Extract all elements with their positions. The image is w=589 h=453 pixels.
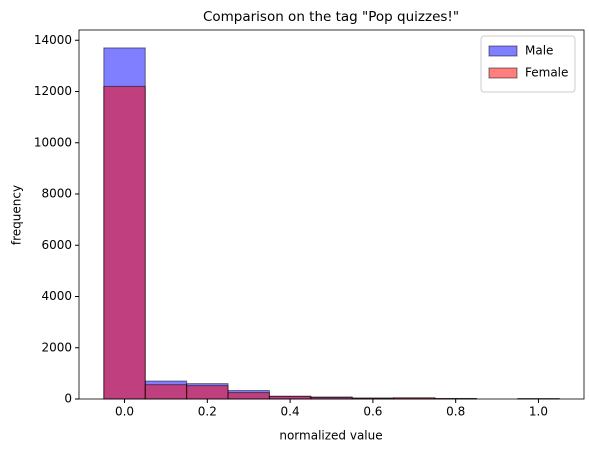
x-tick-label: 0.6 [363,405,382,419]
y-tick-label: 10000 [34,135,72,149]
y-tick-label: 8000 [41,187,72,201]
x-tick-label: 1.0 [529,405,548,419]
y-tick-label: 2000 [41,340,72,354]
y-tick-label: 4000 [41,289,72,303]
legend-swatch [488,67,518,79]
x-tick-label: 0.4 [281,405,300,419]
legend-label: Female [525,66,568,80]
legend-label: Male [525,44,553,58]
y-tick-label: 6000 [41,238,72,252]
legend-swatch [488,45,518,57]
x-axis-label: normalized value [279,429,382,443]
y-tick-label: 0 [64,392,72,406]
x-tick-label: 0.8 [446,405,465,419]
chart-title: Comparison on the tag "Pop quizzes!" [203,9,459,25]
y-axis-label: frequency [10,185,24,245]
plot-frame [78,29,585,400]
histogram-bar [186,385,229,400]
histogram-bar [144,384,188,400]
histogram-bar [227,392,270,400]
histogram-bar [103,85,146,400]
x-tick-label: 0.2 [198,405,217,419]
y-tick-label: 14000 [34,33,72,47]
x-tick-label: 0.0 [115,405,134,419]
y-tick-label: 12000 [34,84,72,98]
